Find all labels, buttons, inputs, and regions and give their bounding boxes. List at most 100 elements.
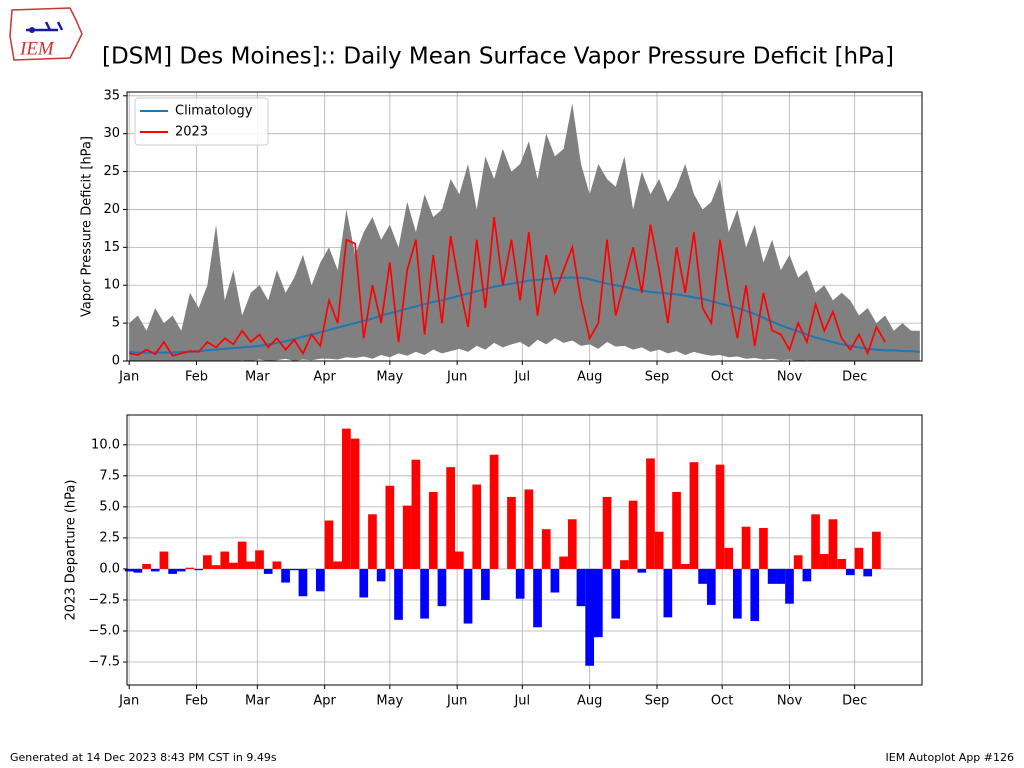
bar (811, 514, 820, 569)
x-tick-label: Apr (313, 370, 336, 385)
bar (507, 496, 516, 569)
y-tick-label: −5.0 (88, 624, 120, 639)
bar (515, 568, 525, 599)
bar (176, 568, 186, 572)
bar (194, 568, 204, 571)
bar (672, 491, 681, 569)
x-tick-label: Jan (118, 694, 139, 709)
bar (272, 561, 282, 569)
bar (741, 526, 751, 569)
bar (437, 568, 447, 607)
bar (559, 556, 568, 569)
bar (776, 568, 786, 584)
bar (628, 500, 638, 569)
bar (394, 568, 403, 620)
x-tick-label: Dec (842, 694, 867, 709)
y-axis-label: 2023 Departure (hPa) (64, 480, 79, 621)
bar (637, 568, 647, 573)
bar (524, 489, 534, 569)
bar (220, 551, 230, 569)
bar (368, 514, 377, 569)
x-tick-label: Jan (118, 370, 139, 385)
x-tick-label: Oct (711, 370, 733, 385)
y-axis-label: Vapor Pressure Deficit [hPa] (80, 136, 95, 317)
plot-frame (126, 414, 923, 686)
bar (706, 568, 716, 605)
bar (576, 568, 586, 607)
range-band (129, 103, 920, 361)
x-tick-label: Mar (245, 694, 270, 709)
bar (533, 568, 542, 628)
bar (819, 554, 829, 569)
logo-text: IEM (19, 38, 55, 59)
bar (767, 568, 777, 584)
bar (585, 568, 595, 666)
bar (481, 568, 490, 600)
bar (837, 559, 846, 569)
bar (333, 561, 343, 569)
bar (385, 485, 395, 569)
y-tick-label: 15 (103, 240, 120, 255)
series-line (129, 216, 886, 357)
bar (541, 529, 551, 569)
bar (785, 568, 794, 604)
bar (863, 568, 873, 577)
bar (602, 496, 612, 569)
bar (315, 568, 325, 592)
x-tick-label: Feb (185, 370, 208, 385)
bar (211, 565, 221, 569)
bar (689, 462, 699, 569)
x-tick-label: Oct (711, 694, 733, 709)
footer-left: Generated at 14 Dec 2023 8:43 PM CST in … (10, 751, 277, 764)
x-tick-label: Feb (185, 694, 208, 709)
x-tick-label: Jul (513, 370, 530, 385)
y-tick-label: 0 (112, 354, 120, 369)
bar (203, 555, 212, 569)
bar (550, 568, 560, 593)
x-tick-label: Aug (577, 694, 602, 709)
bar (463, 568, 473, 624)
y-tick-label: 10.0 (91, 437, 120, 452)
bar (289, 568, 299, 571)
bar (733, 568, 742, 619)
bar (845, 568, 855, 576)
bar (793, 555, 803, 569)
bar (185, 567, 195, 569)
y-tick-label: 5.0 (99, 499, 120, 514)
legend-box (134, 97, 269, 146)
bar (281, 568, 290, 583)
bar (680, 563, 690, 569)
bar (263, 568, 273, 574)
bar (342, 428, 351, 569)
legend-label: Climatology (175, 104, 253, 119)
y-tick-label: 7.5 (99, 468, 120, 483)
bar (428, 491, 438, 569)
series-line (129, 276, 920, 354)
y-tick-label: 0.0 (99, 561, 120, 576)
bar (715, 464, 725, 569)
bar (854, 547, 864, 569)
x-tick-label: May (376, 370, 403, 385)
bar (124, 568, 134, 572)
bar (872, 531, 881, 569)
bar (298, 568, 308, 597)
bar (759, 527, 768, 569)
x-tick-label: Nov (777, 370, 803, 385)
x-tick-label: Jun (446, 694, 467, 709)
title: [DSM] Des Moines]:: Daily Mean Surface V… (102, 44, 894, 70)
bar (654, 531, 664, 569)
bar (663, 568, 673, 618)
y-tick-label: 2.5 (99, 530, 120, 545)
bar (133, 568, 143, 573)
bar (646, 458, 655, 569)
bar (142, 563, 151, 569)
x-tick-label: Mar (245, 370, 270, 385)
bar (454, 551, 464, 569)
x-tick-label: Sep (645, 694, 670, 709)
bar (620, 560, 629, 569)
bar (411, 459, 421, 569)
bar (376, 568, 386, 582)
bar (420, 568, 429, 619)
bar (402, 505, 412, 569)
